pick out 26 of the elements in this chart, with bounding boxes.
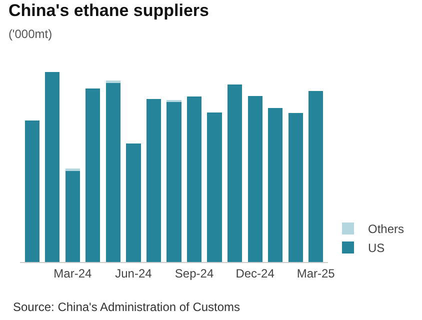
- bar: [24, 120, 40, 262]
- bar: [166, 102, 182, 262]
- x-tick-label: Dec-24: [236, 266, 275, 280]
- x-tick-label: Mar-24: [54, 266, 92, 280]
- bar: [106, 80, 121, 83]
- legend-label: Others: [368, 222, 404, 236]
- bar: [207, 112, 222, 262]
- x-tick-label: Jun-24: [115, 266, 152, 280]
- legend-label: US: [368, 241, 385, 256]
- bar: [288, 113, 303, 262]
- bar: [106, 82, 121, 262]
- bar: [126, 143, 141, 262]
- x-tick-label: Mar-25: [296, 266, 336, 280]
- bar: [268, 108, 283, 262]
- bar: [227, 84, 242, 262]
- chart-title: China's ethane suppliers: [8, 1, 209, 20]
- bar: [186, 96, 202, 262]
- chart-subtitle: ('000mt): [8, 27, 52, 42]
- x-tick-label: Sep-24: [174, 266, 214, 280]
- bar: [65, 170, 80, 262]
- bar: [146, 99, 162, 262]
- bar: [248, 96, 262, 262]
- bar: [86, 88, 100, 262]
- bar: [45, 72, 60, 262]
- bar: [308, 91, 324, 262]
- source-note: Source: China's Administration of Customs: [13, 300, 240, 314]
